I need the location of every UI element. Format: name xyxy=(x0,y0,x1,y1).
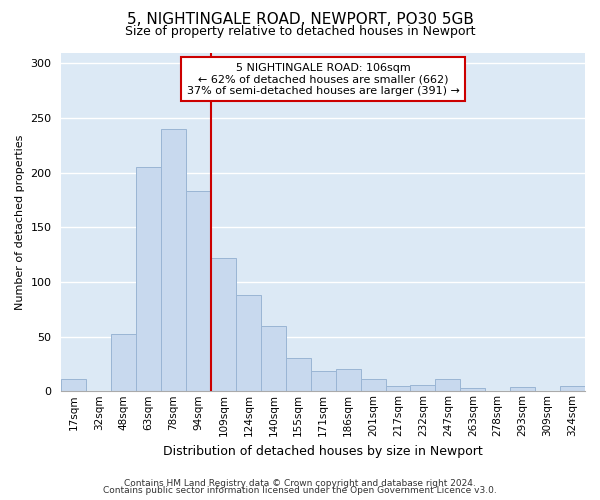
Bar xyxy=(186,192,211,392)
Bar xyxy=(311,370,335,392)
Text: 5 NIGHTINGALE ROAD: 106sqm
← 62% of detached houses are smaller (662)
37% of sem: 5 NIGHTINGALE ROAD: 106sqm ← 62% of deta… xyxy=(187,62,460,96)
Bar xyxy=(510,387,535,392)
Text: 5, NIGHTINGALE ROAD, NEWPORT, PO30 5GB: 5, NIGHTINGALE ROAD, NEWPORT, PO30 5GB xyxy=(127,12,473,28)
Bar xyxy=(335,370,361,392)
Y-axis label: Number of detached properties: Number of detached properties xyxy=(15,134,25,310)
Bar xyxy=(261,326,286,392)
Bar xyxy=(560,386,585,392)
Bar xyxy=(211,258,236,392)
Bar xyxy=(236,295,261,392)
Text: Contains public sector information licensed under the Open Government Licence v3: Contains public sector information licen… xyxy=(103,486,497,495)
Bar xyxy=(286,358,311,392)
Bar xyxy=(111,334,136,392)
Bar xyxy=(61,379,86,392)
Bar xyxy=(361,379,386,392)
X-axis label: Distribution of detached houses by size in Newport: Distribution of detached houses by size … xyxy=(163,444,483,458)
Bar xyxy=(161,129,186,392)
Bar xyxy=(386,386,410,392)
Text: Size of property relative to detached houses in Newport: Size of property relative to detached ho… xyxy=(125,25,475,38)
Bar xyxy=(436,379,460,392)
Bar xyxy=(410,384,436,392)
Text: Contains HM Land Registry data © Crown copyright and database right 2024.: Contains HM Land Registry data © Crown c… xyxy=(124,478,476,488)
Bar xyxy=(136,167,161,392)
Bar xyxy=(460,388,485,392)
